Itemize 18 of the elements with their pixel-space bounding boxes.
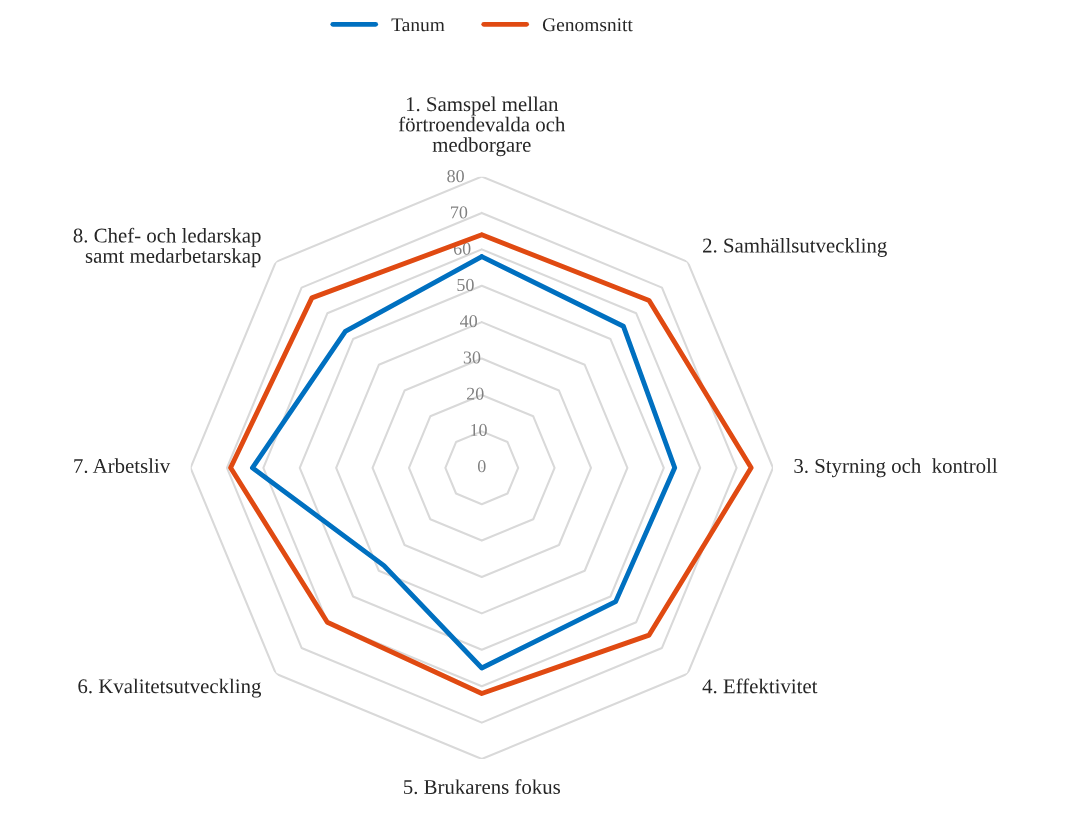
y-tick-label: 10 — [471, 423, 487, 437]
y-tick-label: 0 — [477, 460, 486, 473]
spoke-label: 3. Styrning och kontroll — [794, 458, 998, 478]
y-tick-label: 40 — [460, 315, 478, 328]
spoke-label: 5. Brukarens fokus — [404, 779, 560, 795]
spoke-label: 2. Samhällsutveckling — [703, 237, 887, 257]
spoke-label: 7. Arbetsliv — [74, 458, 171, 474]
spoke-label: 1. Samspel mellan förtroendevalda och medborgare — [398, 96, 566, 157]
spoke-label: 4. Effektivitet — [702, 678, 818, 694]
y-tick-label: 30 — [463, 351, 481, 364]
legend-label: Tanum — [391, 18, 445, 32]
y-tick-label: 50 — [457, 278, 474, 292]
y-tick-label: 80 — [447, 170, 464, 183]
spoke-label: 6. Kvalitetsutveckling — [78, 678, 262, 698]
legend-label: Genomsnitt — [542, 18, 633, 32]
y-tick-label: 20 — [467, 387, 484, 400]
spoke-label: 8. Chef- och ledarskap samt medarbetarskap — [73, 227, 261, 268]
y-tick-label: 70 — [451, 206, 468, 219]
